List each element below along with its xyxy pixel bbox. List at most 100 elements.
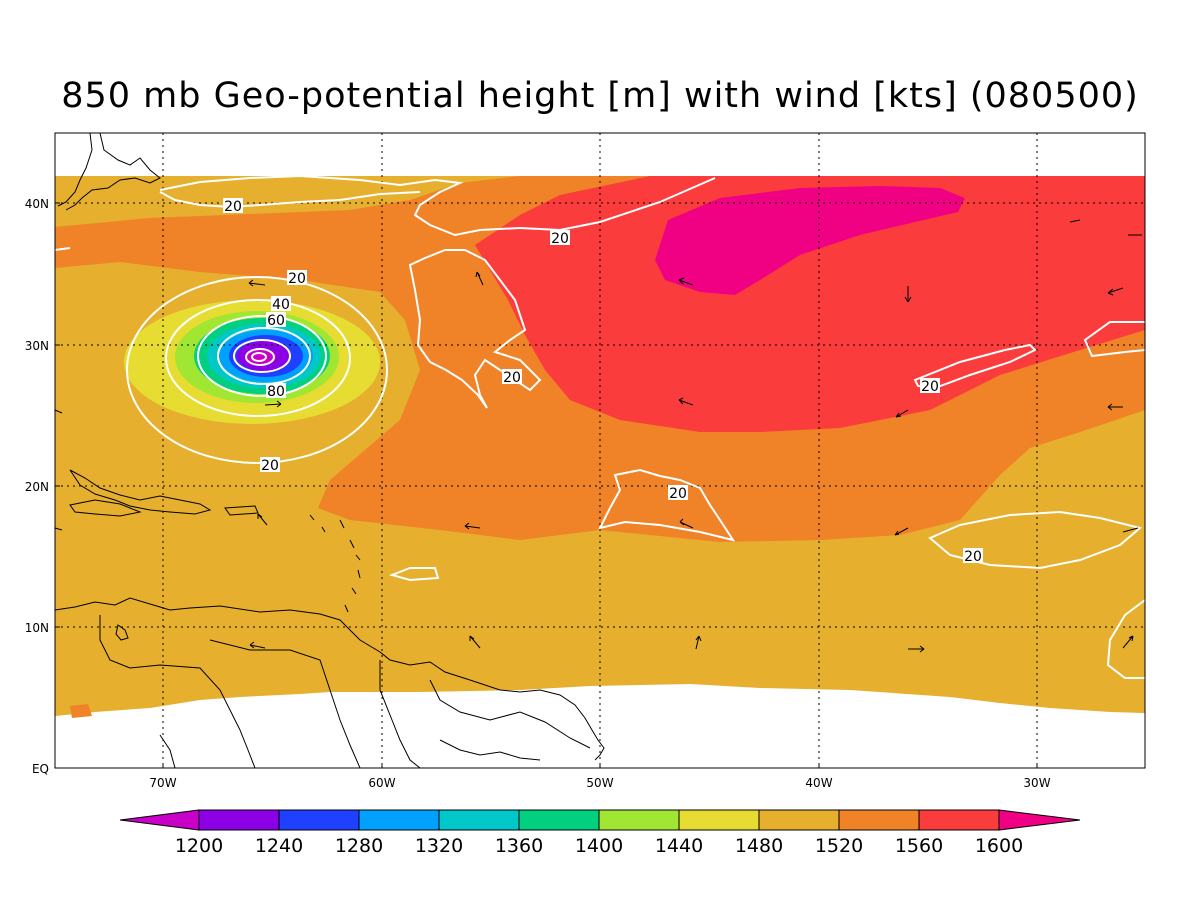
colorbar-swatch [598,809,680,831]
wind-arrow [475,271,484,286]
lon-label-50w: 50W [586,776,613,790]
contour-80-storm [217,327,311,385]
contour-20-southeast [928,510,1143,570]
north-america-coast [57,133,161,211]
contour-core-1 [245,348,275,366]
wind-arrow [464,522,481,530]
wind-arrow [257,513,268,526]
wind-arrow [908,645,925,653]
colorbar [119,809,1081,831]
contour-20-north-b [159,191,421,209]
lat-label-40n: 40N [25,197,49,211]
axis-ticks [55,202,1038,769]
colorbar-label: 1440 [655,835,703,857]
wind-arrow [1107,403,1123,411]
band-south-blob [70,704,92,718]
wind-arrow [678,277,694,286]
wind-arrow [54,409,63,414]
wind-arrow [895,409,909,418]
contour-core-2 [251,352,267,362]
lat-label-eq: EQ [32,762,49,776]
colorbar-label: 1280 [335,835,383,857]
colorbar-swatch [758,809,840,831]
colorbar-arrow-high [998,809,1081,831]
colorbar-arrow-low [119,809,200,831]
contour-label-outer-west: 20 [224,199,242,215]
contour-20-tropic [598,468,736,542]
south-america-coast [55,597,605,761]
colorbar-label: 1560 [895,835,943,857]
contour-label-storm-20: 20 [288,271,306,287]
contour-100-storm [233,339,291,373]
contour-label-east-20: 20 [921,379,939,395]
colorbar-label: 1200 [175,835,223,857]
colorbar-swatch [278,809,360,831]
contour-20-west-edge [55,247,71,251]
wind-arrow [1122,635,1134,649]
greater-antilles [69,469,259,517]
colorbar-swatch [678,809,760,831]
wind-vectors [54,219,1142,653]
wind-arrow [1069,219,1081,223]
contour-label-southeast-20: 20 [964,549,982,565]
contour-label-storm-south-20: 20 [261,458,279,474]
contour-label-tropic-20: 20 [669,486,687,502]
south-america-interior [99,615,591,768]
colorbar-swatch [518,809,600,831]
chart-title: 850 mb Geo-potential height [m] with win… [61,76,1139,116]
band-above-1600 [655,186,965,295]
contour-labels: 20 20 40 60 80 20 20 20 20 20 20 [223,198,983,565]
lon-label-30w: 30W [1023,776,1050,790]
wind-arrow [249,641,266,649]
contour-20-storm [126,276,388,464]
coastlines [55,133,605,768]
lat-label-20n: 20N [25,480,49,494]
colorbar-label: 1240 [255,835,303,857]
colorbar-label: 1320 [415,835,463,857]
colorbar-swatch [438,809,520,831]
colorbar-swatch [838,809,920,831]
band-1560-1600 [475,176,1145,432]
longitude-labels: 70W 60W 50W 40W 30W [149,776,1050,790]
colorbar-swatch [198,809,280,831]
colorbar-label: 1400 [575,835,623,857]
lat-label-30n: 30N [25,339,49,353]
storm-below-1200 [246,349,276,365]
wind-arrow [904,286,912,303]
lat-label-10n: 10N [25,621,49,635]
contour-60-storm [197,315,327,397]
wind-arrow [678,397,694,406]
lesser-antilles [309,514,361,613]
contour-label-storm-40: 40 [272,297,290,313]
contour-20-edge [1106,599,1145,679]
contour-20-far-east [1083,321,1145,358]
wind-arrow [1107,287,1124,296]
colorbar-swatch [358,809,440,831]
colorbar-label: 1360 [495,835,543,857]
wind-arrow [54,527,63,531]
contour-20-small [388,567,440,582]
contour-label-north-20: 20 [551,231,569,247]
wind-arrow [1122,527,1139,533]
lake-maracaibo [115,624,129,641]
lon-label-60w: 60W [368,776,395,790]
lon-label-70w: 70W [149,776,176,790]
colorbar-label: 1480 [735,835,783,857]
wind-arrow [679,518,694,529]
wind-arrow [248,279,266,287]
contour-label-storm-80: 80 [267,384,285,400]
colorbar-swatch [918,809,1000,831]
colorbar-label: 1600 [975,835,1023,857]
contour-40-storm [165,299,351,417]
lon-label-40w: 40W [805,776,832,790]
contour-label-storm-60: 60 [267,313,285,329]
contour-label-mid-20: 20 [503,370,521,386]
contour-20-mid [408,249,542,409]
wind-arrow [894,527,909,536]
wind-arrow [264,400,282,408]
latitude-labels: 40N 30N 20N 10N EQ [25,197,49,776]
wind-arrow [695,635,702,650]
colorbar-labels: 1200 1240 1280 1320 1360 1400 1440 1480 … [175,835,1023,857]
colorbar-label: 1520 [815,835,863,857]
